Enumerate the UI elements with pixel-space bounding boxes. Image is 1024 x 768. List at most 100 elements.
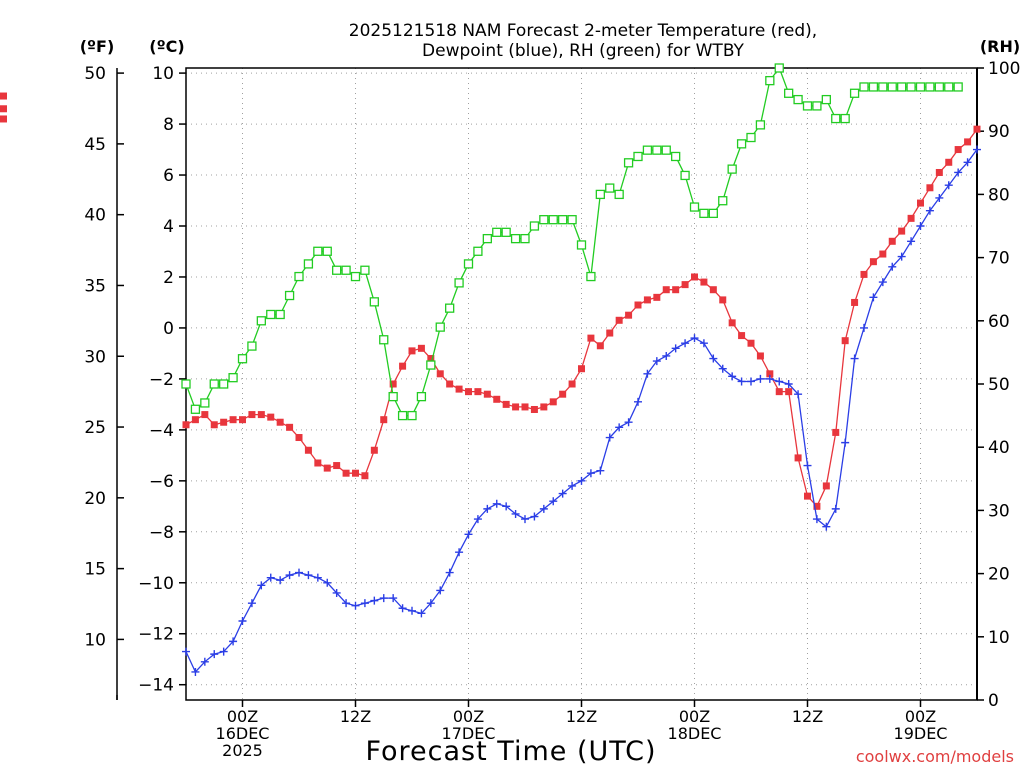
chart-title-line-1: 2025121518 NAM Forecast 2-meter Temperat… [349, 21, 817, 41]
temperature-point [945, 158, 953, 166]
dewpoint-point [794, 390, 803, 399]
rh-point [614, 189, 624, 200]
rh-tick-label: 60 [988, 312, 1010, 332]
temperature-point [549, 398, 557, 406]
rh-point [294, 271, 304, 282]
dewpoint-point [709, 354, 718, 363]
rh-point [482, 233, 492, 244]
temperature-point [286, 423, 294, 431]
temperature-point [257, 411, 265, 419]
rh-point [623, 158, 634, 168]
dewpoint-point [313, 573, 322, 582]
temperature-point [747, 339, 755, 347]
dewpoint-point [690, 334, 699, 343]
rh-point [435, 322, 445, 332]
dewpoint-point [718, 364, 727, 373]
time-tick-label: 12Z [792, 707, 823, 726]
fahrenheit-tick-label: 15 [84, 560, 106, 580]
dewpoint-point [916, 222, 925, 230]
rh-point [887, 82, 897, 92]
temperature-point [832, 428, 840, 436]
temperature-point [408, 347, 416, 355]
rh-point [793, 94, 803, 105]
temperature-point [229, 416, 237, 424]
temperature-point [370, 446, 378, 454]
rh-tick-label: 100 [988, 59, 1020, 79]
dewpoint-point [737, 377, 746, 386]
rh-point [736, 139, 747, 149]
temperature-point [804, 492, 811, 500]
temperature-point [267, 413, 275, 421]
series-rh [181, 63, 963, 421]
time-tick-label: 2025 [222, 741, 263, 760]
rh-point [558, 215, 568, 225]
time-tick-label: 00Z [905, 707, 936, 726]
dewpoint-point [549, 497, 558, 506]
x-axis-label: Forecast Time (UTC) [365, 736, 656, 767]
dewpoint-point [351, 601, 360, 610]
dewpoint-point [634, 397, 642, 406]
rh-point [840, 113, 850, 124]
fahrenheit-tick-label: 40 [84, 206, 106, 226]
dewpoint-point [558, 489, 567, 498]
rh-point [849, 88, 860, 98]
rh-point [247, 341, 257, 351]
temperature-point [634, 301, 642, 309]
temperature-point [220, 418, 228, 426]
celsius-tick-label: 8 [163, 115, 174, 135]
rh-point [944, 82, 954, 92]
temperature-point [785, 388, 793, 396]
fahrenheit-tick-label: 50 [84, 64, 106, 84]
time-tick-label: 00Z [679, 707, 710, 726]
temperature-point [295, 434, 303, 442]
dewpoint-point [784, 380, 793, 388]
temperature-point [898, 227, 906, 235]
dewpoint-point [247, 599, 256, 608]
dewpoint-point [398, 604, 407, 613]
dewpoint-point [521, 515, 529, 524]
rh-point [680, 170, 690, 181]
dewpoint-point [662, 351, 671, 360]
dewpoint-point [765, 374, 774, 383]
temperature-point [756, 352, 764, 360]
dewpoint-point [483, 504, 492, 513]
temperature-point [841, 337, 849, 345]
temperature-point [399, 362, 407, 370]
dewpoint-point [210, 650, 219, 659]
celsius-tick-label: 10 [152, 64, 174, 84]
rh-point [332, 265, 342, 275]
rh-point [765, 75, 775, 86]
dewpoint-point [408, 606, 416, 615]
temperature-point [333, 462, 341, 470]
rh-point [746, 132, 756, 143]
dewpoint-point [389, 594, 398, 603]
rh-point [859, 82, 869, 92]
temperature-point [0, 115, 7, 123]
temperature-point [512, 403, 520, 411]
temperature-point [766, 370, 774, 378]
rh-point [275, 309, 285, 320]
dewpoint-point [803, 461, 812, 470]
temperature-point [926, 184, 934, 192]
rh-tick-label: 30 [988, 501, 1010, 521]
dewpoint-point [342, 599, 351, 608]
fahrenheit-tick-label: 45 [84, 135, 106, 155]
rh-point [821, 94, 831, 105]
rh-point [576, 240, 587, 250]
dewpoint-point [860, 323, 868, 332]
rh-tick-label: 0 [988, 691, 999, 711]
rh-tick-label: 50 [988, 375, 1010, 395]
temperature-point [615, 316, 623, 324]
dewpoint-point [935, 193, 944, 202]
dewpoint-point [455, 548, 464, 557]
celsius-tick-label: 4 [163, 217, 174, 237]
rh-point [586, 271, 596, 282]
rh-axis-label: (RH) [980, 37, 1020, 56]
temperature-point [304, 446, 312, 454]
rh-point [567, 215, 577, 225]
temperature-point [521, 403, 529, 411]
dewpoint-point [605, 433, 614, 442]
rh-point [303, 259, 314, 269]
